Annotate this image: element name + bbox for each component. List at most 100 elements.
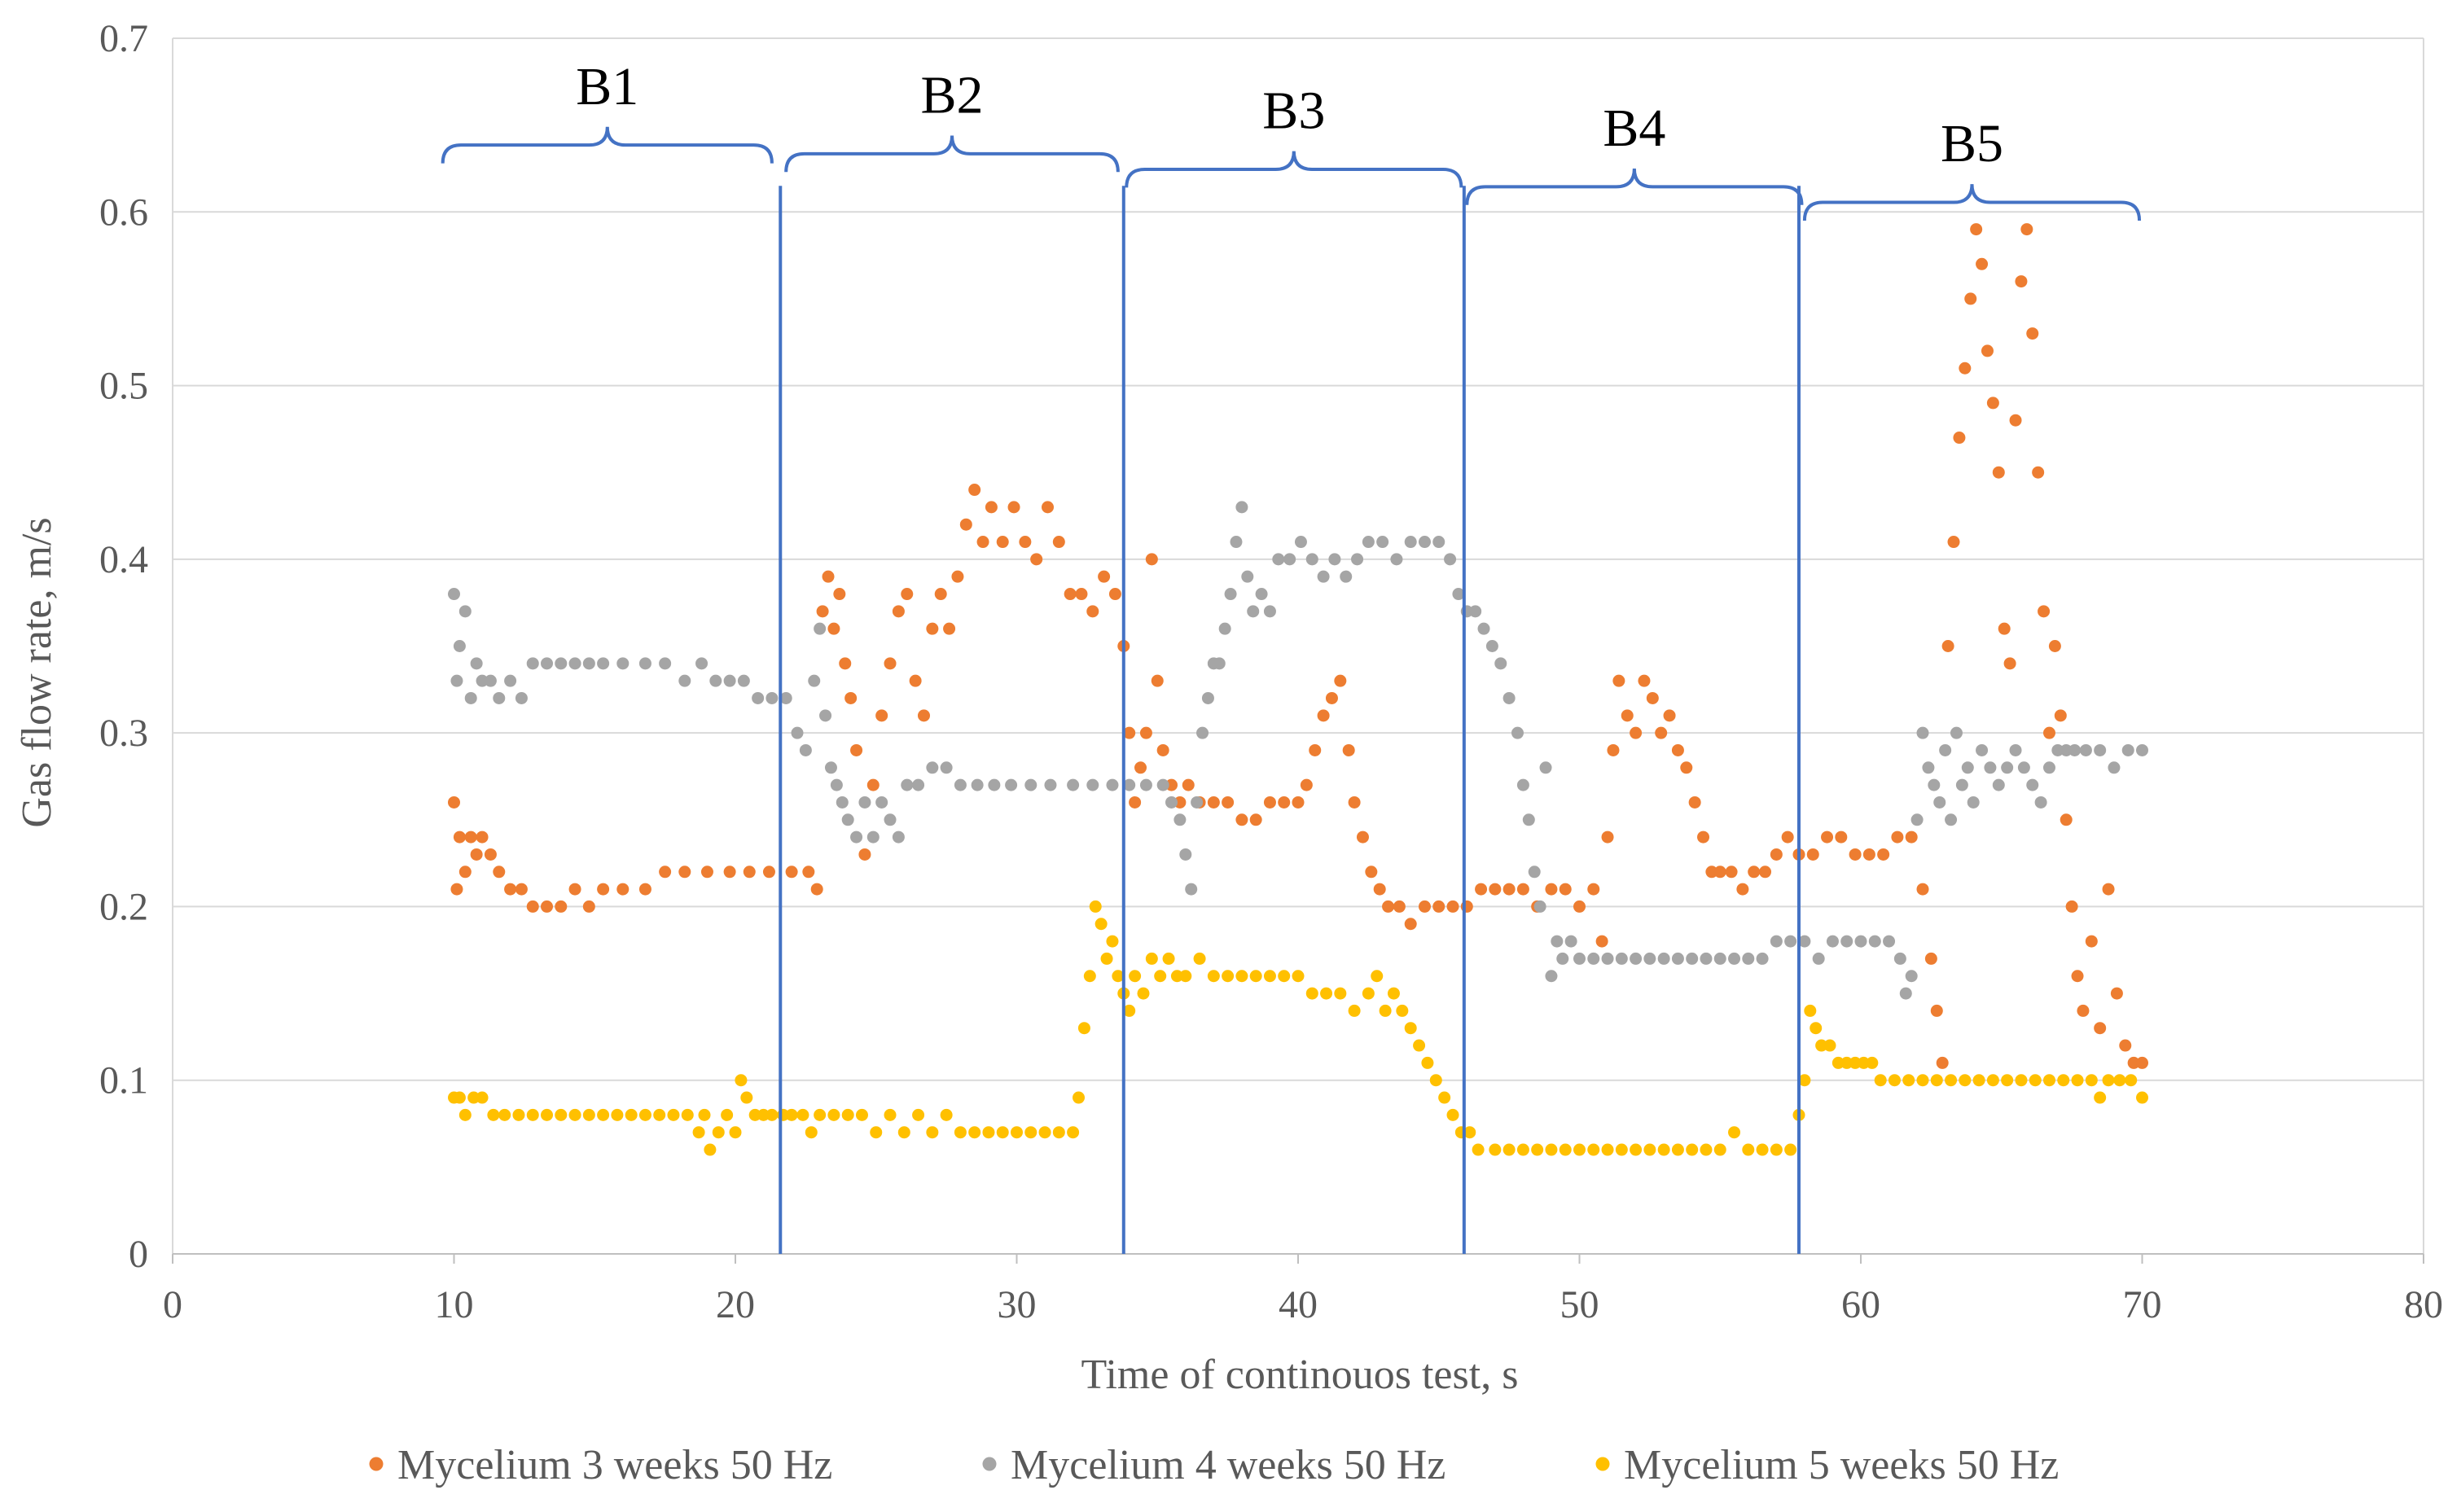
data-point <box>1713 952 1726 965</box>
data-point <box>2001 761 2014 774</box>
data-point <box>493 691 506 704</box>
data-point <box>1804 1004 1817 1017</box>
data-point <box>839 657 852 670</box>
data-point <box>638 1108 651 1121</box>
data-point <box>1170 970 1183 983</box>
data-point <box>2102 1074 2115 1087</box>
data-point <box>1452 588 1465 601</box>
data-point <box>1967 795 1980 809</box>
data-point <box>2042 726 2055 739</box>
data-point <box>1011 1126 1023 1139</box>
data-point <box>1759 866 1772 879</box>
data-point <box>487 1108 500 1121</box>
data-point <box>541 900 554 913</box>
data-point <box>996 536 1009 549</box>
x-tick-label: 10 <box>435 1283 474 1326</box>
bracket-label-b3: B3 <box>1262 81 1325 141</box>
data-point <box>1123 726 1136 739</box>
data-point <box>1463 1126 1476 1139</box>
y-tick-label: 0.2 <box>99 885 148 928</box>
bracket-b3 <box>1125 151 1463 188</box>
data-point <box>667 1108 680 1121</box>
data-point <box>568 1108 581 1121</box>
data-point <box>1986 1074 1999 1087</box>
data-point <box>1810 1022 1823 1035</box>
data-point <box>819 709 832 722</box>
data-point <box>1112 970 1125 983</box>
data-point <box>484 848 497 861</box>
data-point <box>1638 674 1651 687</box>
data-point <box>926 761 939 774</box>
legend-marker <box>369 1457 384 1471</box>
data-point <box>1185 883 1198 896</box>
data-point <box>1612 674 1625 687</box>
data-point <box>1559 1143 1572 1156</box>
data-point <box>884 1108 897 1121</box>
data-point <box>568 883 581 896</box>
data-point <box>1862 848 1875 861</box>
data-point <box>458 866 472 879</box>
data-point <box>1182 778 1195 791</box>
data-point <box>1643 952 1656 965</box>
data-point <box>470 848 483 861</box>
data-point <box>976 536 989 549</box>
data-point <box>712 1126 725 1139</box>
data-point <box>1379 1004 1392 1017</box>
data-point <box>1305 553 1318 566</box>
data-point <box>1893 952 1906 965</box>
data-point <box>785 1108 798 1121</box>
data-point <box>1145 553 1158 566</box>
data-point <box>982 1126 995 1139</box>
data-point <box>1686 952 1699 965</box>
data-point <box>1005 778 1018 791</box>
x-tick-label: 20 <box>716 1283 755 1326</box>
data-point <box>1680 761 1693 774</box>
data-point <box>1123 778 1136 791</box>
x-tick-label: 30 <box>998 1283 1037 1326</box>
data-point <box>1992 466 2005 479</box>
data-point <box>814 622 827 635</box>
data-point <box>2026 327 2039 340</box>
data-point <box>692 1126 705 1139</box>
data-point <box>1930 1074 1943 1087</box>
data-point <box>765 691 779 704</box>
data-point <box>1671 952 1684 965</box>
data-point <box>1224 588 1237 601</box>
data-point <box>830 778 843 791</box>
data-point <box>1728 952 1741 965</box>
data-point <box>1042 501 1055 514</box>
data-point <box>1998 622 2011 635</box>
data-point <box>2102 883 2115 896</box>
data-point <box>748 1108 761 1121</box>
data-point <box>1933 795 1946 809</box>
data-point <box>526 657 539 670</box>
data-point <box>2136 1056 2148 1069</box>
data-point <box>1770 848 1783 861</box>
data-point <box>467 1091 480 1104</box>
data-point <box>1249 813 1262 826</box>
data-point <box>555 1108 568 1121</box>
data-point <box>1936 1056 1949 1069</box>
x-tick-label: 60 <box>1841 1283 1880 1326</box>
data-point <box>827 1108 840 1121</box>
data-point <box>2136 743 2148 756</box>
data-point <box>638 883 651 896</box>
data-point <box>1348 795 1361 809</box>
data-point <box>681 1108 694 1121</box>
data-point <box>827 622 840 635</box>
data-point <box>1067 778 1080 791</box>
data-point <box>1826 935 1839 948</box>
data-point <box>1421 1056 1434 1069</box>
legend-label: Mycelium 3 weeks 50 Hz <box>397 1442 832 1488</box>
data-point <box>1382 900 1395 913</box>
y-tick-label: 0.6 <box>99 191 148 234</box>
data-point <box>1587 1143 1600 1156</box>
data-point <box>892 831 905 844</box>
data-point <box>1201 691 1214 704</box>
data-point <box>850 743 863 756</box>
data-point <box>1516 778 1529 791</box>
data-point <box>934 588 947 601</box>
data-point <box>2057 1074 2070 1087</box>
data-point <box>2094 743 2107 756</box>
data-point <box>1688 795 1701 809</box>
